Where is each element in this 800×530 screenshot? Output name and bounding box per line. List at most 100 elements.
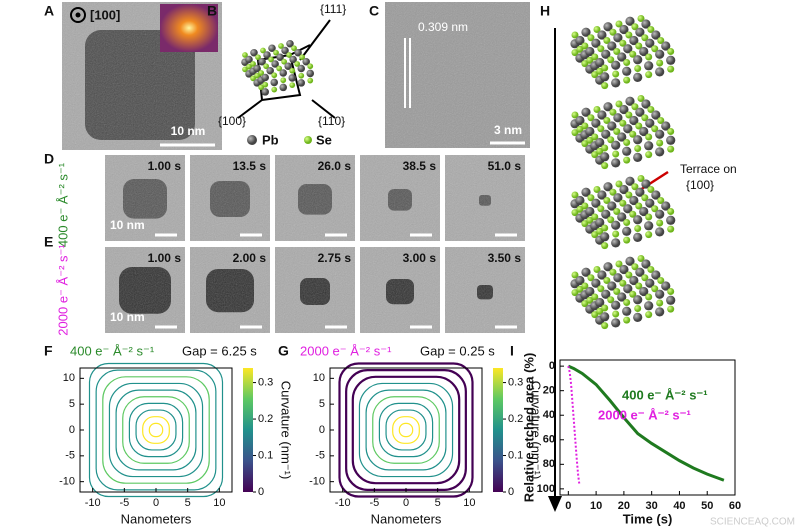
atom xyxy=(625,31,633,39)
atom xyxy=(281,58,288,65)
atom xyxy=(611,220,621,230)
atom xyxy=(576,45,584,53)
atom xyxy=(586,56,594,64)
atom xyxy=(641,114,649,122)
atom xyxy=(645,213,653,221)
atom xyxy=(571,111,579,119)
atom xyxy=(644,61,654,71)
y-tick-label: -5 xyxy=(315,450,325,462)
atom xyxy=(629,275,639,286)
atom xyxy=(635,27,645,37)
atom xyxy=(611,300,621,310)
atom xyxy=(651,285,659,293)
x-tick-label: -5 xyxy=(119,497,129,509)
atom xyxy=(667,287,675,296)
atom xyxy=(657,276,665,285)
atom xyxy=(645,293,653,301)
atom xyxy=(268,56,274,63)
noise xyxy=(360,155,440,241)
atom xyxy=(601,322,609,330)
atom xyxy=(302,57,310,66)
atom xyxy=(667,207,675,216)
atom xyxy=(273,49,279,56)
atom xyxy=(634,305,642,313)
atom xyxy=(625,256,635,266)
contour xyxy=(392,416,420,444)
atom xyxy=(615,260,623,268)
atom xyxy=(611,318,621,328)
atom xyxy=(595,137,605,148)
atom xyxy=(258,57,266,66)
atom xyxy=(655,307,665,317)
atom xyxy=(667,127,675,136)
noise xyxy=(360,247,440,333)
atom xyxy=(597,30,607,40)
atom xyxy=(601,49,611,59)
atom xyxy=(263,51,271,59)
contour xyxy=(135,409,177,451)
atom xyxy=(581,107,591,117)
atom xyxy=(281,46,289,55)
y-tick-label: 10 xyxy=(313,372,325,384)
x-tick-label: 5 xyxy=(185,497,191,509)
atom xyxy=(635,187,645,197)
atom xyxy=(603,182,613,192)
atom xyxy=(619,199,627,207)
series-line xyxy=(567,365,581,486)
atom xyxy=(609,108,617,116)
atom xyxy=(571,49,579,57)
zone-symbol xyxy=(70,7,86,23)
atom xyxy=(591,151,599,159)
atom xyxy=(258,84,265,91)
atom xyxy=(242,66,248,73)
atom xyxy=(613,113,623,123)
atom xyxy=(279,69,288,77)
atom xyxy=(619,104,629,115)
atom xyxy=(655,227,665,237)
y-axis-label: Relative etched area (%) xyxy=(521,353,536,503)
atom xyxy=(631,183,639,191)
atom xyxy=(667,47,675,56)
legend-entry: 2000 e⁻ Å⁻² s⁻¹ xyxy=(598,407,691,422)
atom xyxy=(586,136,594,144)
atom xyxy=(601,144,609,152)
time-label: 2.00 s xyxy=(233,251,267,265)
atom xyxy=(591,311,599,319)
atom xyxy=(268,44,276,53)
atom xyxy=(284,62,292,71)
atom xyxy=(571,289,579,297)
atom xyxy=(617,132,627,142)
atom xyxy=(593,105,601,114)
panel-label: D xyxy=(44,151,54,167)
layout xyxy=(62,2,669,512)
atom xyxy=(629,290,637,298)
annotation: {100} xyxy=(686,178,714,192)
atom xyxy=(576,205,584,213)
atom xyxy=(607,281,617,291)
contour xyxy=(372,396,440,464)
atom xyxy=(639,126,649,137)
scale-label: 10 nm xyxy=(171,124,206,138)
atom xyxy=(619,39,627,47)
scale-label: 10 nm xyxy=(110,310,145,324)
contour xyxy=(358,382,454,478)
x-tick-label: -5 xyxy=(369,497,379,509)
time-label: 1.00 s xyxy=(148,251,182,265)
atom xyxy=(667,145,675,153)
atom xyxy=(645,38,655,48)
atom xyxy=(623,284,633,294)
atom xyxy=(585,126,595,137)
atom xyxy=(633,72,643,82)
atom xyxy=(629,130,637,138)
atom xyxy=(639,46,649,57)
atom xyxy=(655,129,665,139)
atom xyxy=(645,133,653,141)
atom xyxy=(647,105,655,114)
noise xyxy=(275,155,355,241)
y-tick-label: 40 xyxy=(543,409,555,421)
atom xyxy=(609,188,617,196)
colorbar-tick-label: 0.2 xyxy=(258,413,273,425)
atom xyxy=(637,14,645,23)
atom xyxy=(291,45,297,52)
atom xyxy=(656,219,664,227)
